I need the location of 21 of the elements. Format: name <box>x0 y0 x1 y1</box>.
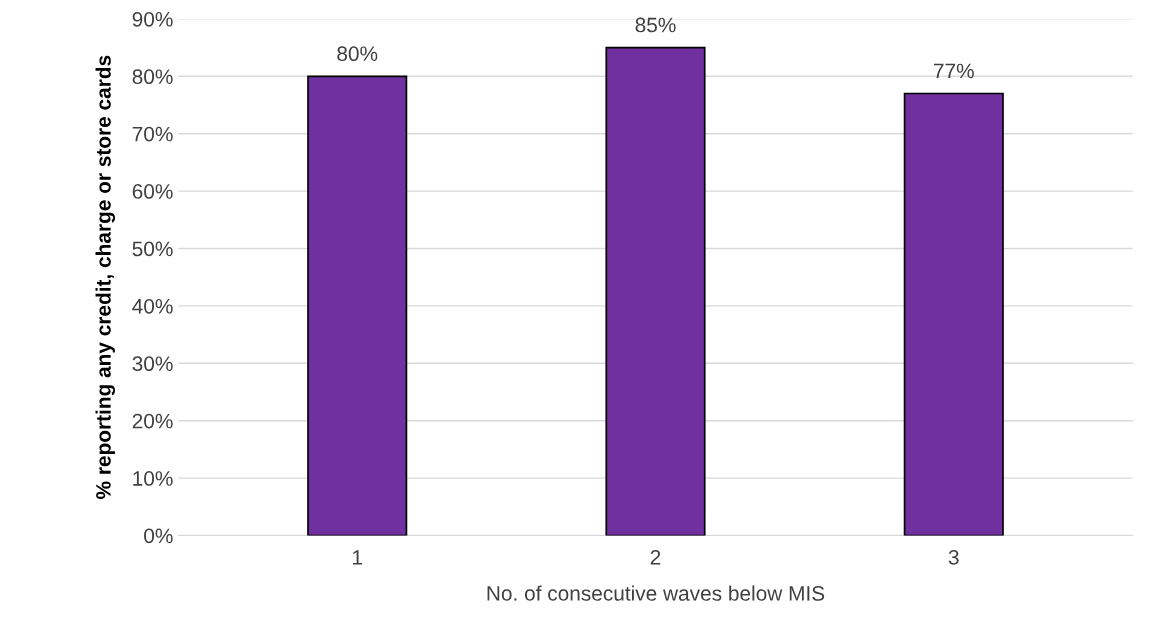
bar <box>605 46 706 536</box>
data-label: 85% <box>635 17 676 33</box>
x-tick-label: 2 <box>650 549 661 565</box>
y-tick-label: 90% <box>132 11 173 27</box>
y-tick-label: 20% <box>132 413 173 429</box>
y-tick-label: 80% <box>132 69 173 85</box>
y-tick-label: 70% <box>132 126 173 142</box>
bar <box>903 92 1004 536</box>
y-tick-label: 40% <box>132 298 173 314</box>
y-tick-label: 50% <box>132 241 173 257</box>
y-axis-title: % reporting any credit, charge or store cards <box>95 55 116 499</box>
x-tick-label: 1 <box>353 550 362 565</box>
x-tick-label: 3 <box>948 549 959 565</box>
y-tick-label: 10% <box>133 471 173 486</box>
x-axis-title: No. of consecutive waves below MIS <box>487 585 825 601</box>
bar <box>307 75 408 536</box>
y-tick-label: 60% <box>132 184 173 199</box>
y-tick-label: 30% <box>132 356 173 372</box>
data-label: 77% <box>934 63 974 79</box>
y-tick-label: 0% <box>144 528 173 544</box>
data-label: 80% <box>337 46 378 62</box>
